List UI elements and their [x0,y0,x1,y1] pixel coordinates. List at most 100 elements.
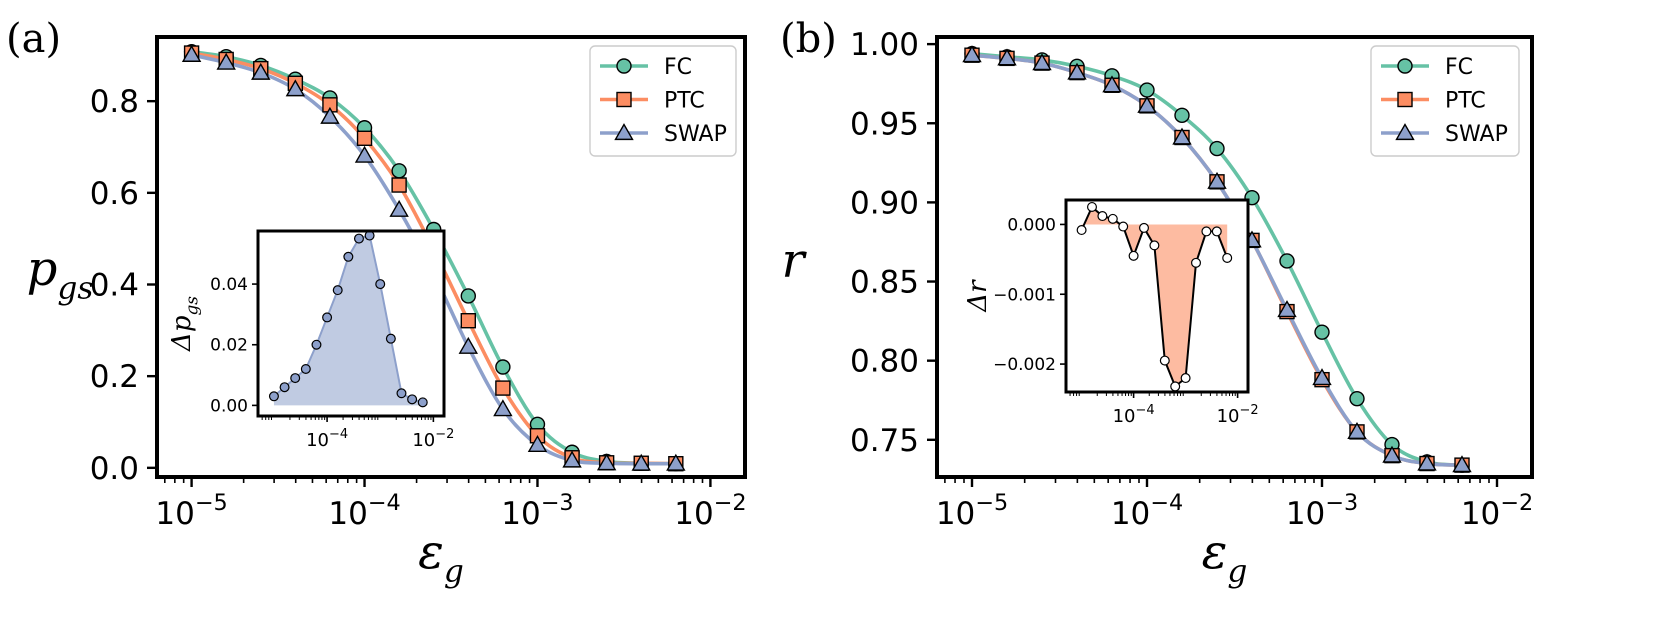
data-point-swap [320,106,340,124]
data-point-swap [1207,171,1227,189]
data-point-swap [997,48,1017,66]
legend-marker-ptc [616,91,632,108]
inset-y-tick-label: 0.000 [1007,215,1056,235]
data-point-swap [389,199,409,217]
y-axis-label: r [782,233,808,289]
inset-area [1081,206,1228,387]
data-point-fc [1139,82,1155,98]
legend-label-swap: SWAP [1445,122,1508,147]
y-tick-label: 1.00 [850,27,919,63]
inset-point [1149,240,1160,251]
data-point-fc [1174,107,1190,124]
x-tick-label: 10−5 [155,490,227,532]
data-point-swap [962,45,982,63]
inset-point [1107,213,1118,224]
inset-point [1190,257,1201,268]
inset-point [343,251,354,262]
inset-point [322,312,333,323]
legend-marker-swap [614,123,634,141]
x-tick-label: 10−4 [1111,490,1183,532]
y-tick-label: 0.85 [850,265,919,301]
legend-label-ptc: PTC [664,89,705,114]
inset-point [1128,250,1139,261]
inset-point [353,233,364,244]
y-axis-label: pgs [27,241,94,306]
inset-point [396,388,407,399]
y-tick-label: 0.80 [850,344,919,380]
inset-point [417,397,428,408]
inset-point [1170,381,1181,392]
inset-y-tick-label: −0.001 [993,285,1056,305]
inset-y-axis-label: Δr [963,279,993,313]
x-tick-label: 10−4 [328,490,400,532]
inset-point [1159,355,1170,366]
data-point-swap [1347,421,1367,439]
data-point-fc [495,359,511,375]
data-point-swap [527,435,548,452]
y-tick-label: 0.4 [90,268,139,304]
data-point-fc [1279,253,1295,269]
y-tick-label: 0.8 [90,84,139,120]
data-point-swap [285,79,306,97]
inset-area [273,235,423,406]
plot-frame [155,35,747,479]
x-tick-label: 10−2 [1461,490,1533,532]
inset-point [1138,222,1149,233]
data-point-ptc [460,313,476,329]
data-point-swap [458,336,479,354]
inset-point [1222,252,1233,263]
data-point-swap [1417,453,1437,471]
inset-point [1180,373,1191,384]
y-tick-label: 0.0 [90,451,139,487]
legend-label-fc: FC [1445,55,1473,80]
data-point-swap [1032,53,1052,71]
data-point-ptc [391,177,407,193]
panel-label: (b) [780,16,837,62]
inset-point [375,279,386,290]
legend-label-fc: FC [664,55,692,80]
inset-y-tick-label: −0.002 [993,355,1056,375]
inset-point [407,394,418,405]
inset-plot: 0.000 −0.001 −0.002 10−4 10−2 Δr [963,198,1259,427]
plot-frame [935,35,1534,479]
inset-point [1076,225,1087,236]
inset-point [1086,201,1097,212]
inset-point [1211,226,1222,237]
x-tick-label: 10−5 [936,490,1008,532]
data-point-swap [1102,75,1122,93]
data-point-swap [1452,455,1472,473]
data-point-swap [596,453,617,471]
inset-x-tick-label: 10−2 [412,427,454,451]
panel-a: (a) 0.0 0.2 0.4 0.6 0.8 10−5 10−4 10−3 10−2 εg pgs F… [6,16,747,589]
data-point-swap [354,145,375,163]
data-point-swap [493,399,513,417]
data-point-swap [181,44,202,62]
data-point-swap [1137,95,1157,113]
y-tick-label: 0.90 [850,185,919,221]
y-tick-label: 0.2 [90,359,139,395]
data-point-swap [562,450,582,468]
data-point-swap [1312,368,1332,386]
inset-point [385,333,396,344]
inset-point [300,363,311,374]
legend-label-ptc: PTC [1445,89,1486,114]
data-point-swap [1277,300,1297,318]
data-point-fc [460,288,476,304]
data-point-swap [1172,127,1192,145]
data-point-swap [1382,445,1402,463]
legend: FC PTC SWAP [589,45,737,157]
inset-point [311,339,322,350]
data-point-swap [251,62,271,80]
x-axis-label: εg [418,524,464,589]
data-point-swap [666,453,686,471]
data-point-fc [391,163,407,179]
x-axis-label: εg [1202,524,1248,589]
inset-y-tick-label: 0.02 [210,336,248,356]
panel-b: (b) 0.75 0.80 0.85 0.90 0.95 1.00 10−5 10−4 10−3 1… [780,16,1534,589]
legend-label-swap: SWAP [664,122,727,147]
inset-y-tick-label: 0.04 [210,275,248,295]
inset-plot: 0.00 0.02 0.04 10−4 10−2 Δpgs [167,229,454,451]
x-tick-label: 10−2 [674,490,746,532]
data-point-fc [1314,324,1330,340]
